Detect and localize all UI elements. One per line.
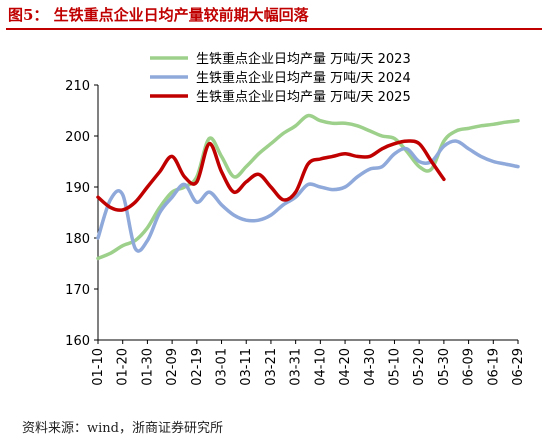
- y-tick-label: 160: [65, 334, 90, 349]
- x-tick-label: 04-10: [313, 348, 328, 386]
- x-tick-label: 05-20: [412, 348, 427, 386]
- y-tick-label: 190: [65, 181, 90, 196]
- x-tick-label: 03-01: [215, 348, 230, 386]
- x-tick-label: 06-09: [462, 348, 477, 386]
- source-note: 资料来源：wind，浙商证券研究所: [22, 421, 223, 436]
- x-tick-label: 06-29: [511, 348, 526, 386]
- legend-entry-1: 生铁重点企业日均产量 万吨/天 2023: [196, 51, 411, 67]
- x-tick-label: 03-31: [289, 348, 304, 386]
- y-tick-label: 180: [65, 232, 90, 247]
- y-tick-label: 200: [65, 130, 90, 145]
- title-divider: [6, 28, 542, 30]
- series-line-1: [96, 113, 520, 261]
- x-tick-label: 05-10: [387, 348, 402, 386]
- page-title: 图5： 生铁重点企业日均产量较前期大幅回落: [8, 6, 309, 24]
- y-tick-label: 170: [65, 283, 90, 298]
- x-tick-label: 01-30: [140, 348, 155, 386]
- x-tick-label: 03-21: [264, 348, 279, 386]
- x-tick-label: 04-20: [338, 348, 353, 386]
- legend-entry-3: 生铁重点企业日均产量 万吨/天 2025: [196, 89, 411, 105]
- legend-entry-2: 生铁重点企业日均产量 万吨/天 2024: [196, 70, 411, 86]
- chart-legend: 生铁重点企业日均产量 万吨/天 2023 生铁重点企业日均产量 万吨/天 2024…: [150, 51, 411, 105]
- x-tick-label: 05-30: [437, 348, 452, 386]
- chart-axes: 160 170 180 190 200 210 01-10 01-20 01-30 02-09 02…: [65, 79, 526, 386]
- x-tick-label: 01-20: [116, 348, 131, 386]
- x-tick-label: 02-19: [190, 348, 205, 386]
- series-line-3: [96, 139, 446, 212]
- series-layer: [96, 113, 520, 261]
- x-tick-label: 02-09: [165, 348, 180, 386]
- x-tick-label: 01-10: [91, 348, 106, 386]
- series-line-2: [96, 139, 520, 253]
- x-tick-label: 04-30: [363, 348, 378, 386]
- x-tick-label: 03-11: [239, 348, 254, 386]
- x-tick-label: 06-19: [486, 348, 501, 386]
- y-tick-label: 210: [65, 79, 90, 94]
